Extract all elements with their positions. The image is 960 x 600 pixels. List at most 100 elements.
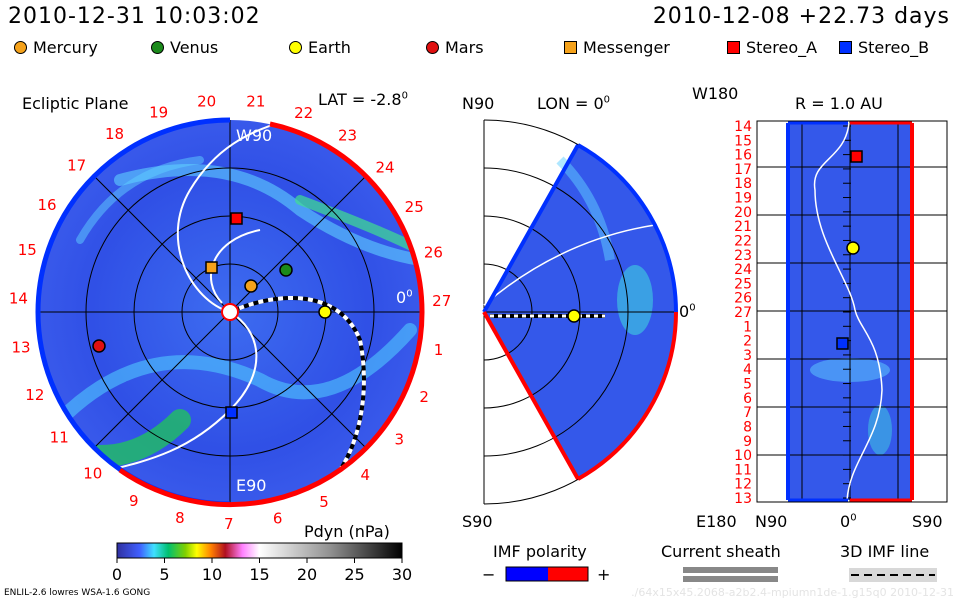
venus-marker — [279, 263, 293, 277]
meridional-right-label: 00 — [679, 302, 696, 321]
latlon-row-label: 10 — [734, 448, 752, 464]
carrington-label: 21 — [246, 93, 265, 111]
latlon-row-label: 9 — [743, 434, 752, 450]
latitude-value: LAT = -2.8 — [318, 90, 402, 109]
latlon-row-label: 20 — [734, 205, 752, 221]
colorbar-tick-label: 20 — [297, 565, 317, 584]
current-sheath-meridional — [483, 224, 656, 306]
latlon-row-label: 17 — [734, 162, 752, 178]
latlon-x-0: 00 — [840, 512, 857, 531]
legend-label: Stereo_A — [746, 38, 818, 57]
density-streams — [38, 156, 422, 467]
meridional-plane-panel — [482, 119, 678, 505]
legend-item-stereo-a: Stereo_A — [727, 38, 817, 57]
carrington-label: 23 — [338, 127, 357, 145]
latlon-row-label: 6 — [743, 391, 752, 407]
imf-polarity-title: IMF polarity — [493, 542, 587, 561]
carrington-label: 3 — [395, 431, 405, 449]
latlon-row-label: 24 — [734, 262, 752, 278]
legend-label: Stereo_B — [858, 38, 930, 57]
carrington-label: 14 — [9, 289, 28, 307]
latlon-row-label: 23 — [734, 248, 752, 264]
lat-zero: 0 — [679, 302, 690, 321]
latitude-readout: LAT = -2.80 — [318, 90, 408, 109]
legend-label: Messenger — [583, 38, 670, 57]
colorbar-tick-label: 15 — [249, 565, 269, 584]
carrington-label: 22 — [294, 104, 313, 122]
carrington-label: 24 — [376, 158, 395, 176]
ecliptic-top-label: W90 — [236, 126, 273, 145]
latlon-row-label: 15 — [734, 133, 752, 149]
carrington-label: 26 — [424, 243, 443, 261]
legend-label: Mercury — [33, 38, 98, 57]
imf-positive-swatch — [548, 567, 588, 581]
mars-circle-icon — [426, 41, 439, 54]
legend-item-mars: Mars — [426, 38, 484, 57]
ecliptic-title: Ecliptic Plane — [22, 94, 129, 113]
imf-line-ecliptic — [229, 295, 366, 472]
longitude-value: LON = 0 — [537, 94, 604, 113]
carrington-label: 7 — [224, 515, 234, 533]
latlon-top-label: W180 — [692, 84, 739, 103]
sun-icon — [221, 303, 239, 321]
imf-line-title: 3D IMF line — [840, 542, 930, 561]
latlon-row-label: 25 — [734, 276, 752, 292]
stereo-a-marker — [230, 212, 243, 225]
longitude-readout: LON = 00 — [537, 94, 610, 113]
meridional-bottom-label: S90 — [462, 512, 493, 531]
model-info: ENLIL-2.6 lowres WSA-1.6 GONG — [4, 588, 151, 598]
latlon-row-label: 5 — [743, 377, 752, 393]
degree-mark: 0 — [401, 90, 408, 102]
legend-item-stereo-b: Stereo_B — [839, 38, 929, 57]
earth-marker-latlon — [846, 241, 860, 255]
carrington-label: 10 — [83, 465, 102, 483]
latlon-panel: 1415161718192021222324252627123456789101… — [734, 119, 948, 507]
venus-circle-icon — [151, 41, 164, 54]
legend-item-mercury: Mercury — [14, 38, 98, 57]
mercury-marker — [244, 279, 258, 293]
carrington-label: 20 — [197, 92, 216, 110]
reference-date: 2010-12-08 +22.73 days — [652, 4, 950, 29]
imf-negative-swatch — [506, 567, 548, 581]
legend-item-venus: Venus — [151, 38, 218, 57]
latlon-row-label: 21 — [734, 219, 752, 235]
latlon-row-label: 4 — [743, 362, 752, 378]
ecliptic-plane-panel: 2122232425262712345678910111213141516171… — [9, 92, 451, 533]
latlon-row-label: 8 — [743, 419, 752, 435]
latlon-row-label: 3 — [743, 348, 752, 364]
latlon-row-label: 14 — [734, 119, 752, 135]
current-sheath-title: Current sheath — [661, 542, 781, 561]
stereo-a-square-icon — [727, 41, 740, 54]
stereo-b-square-icon — [839, 41, 852, 54]
latlon-row-label: 1 — [743, 319, 752, 335]
colorbar-tick-label: 25 — [344, 565, 364, 584]
latlon-x-n90: N90 — [755, 512, 788, 531]
colorbar-tick-label: 0 — [112, 565, 122, 584]
current-sheath-latlon — [813, 122, 883, 501]
ecliptic-right-label: 00 — [396, 288, 413, 307]
carrington-label: 12 — [25, 386, 44, 404]
carrington-label: 18 — [105, 125, 124, 143]
latlon-row-label: 13 — [734, 491, 752, 507]
degree-mark: 0 — [603, 94, 611, 106]
colorbar-ticks: 0 5 10 15 20 25 30 — [112, 558, 412, 584]
carrington-label: 15 — [18, 241, 37, 259]
stereo-b-marker — [225, 406, 238, 419]
latlon-title: R = 1.0 AU — [795, 94, 883, 113]
legend-label: Earth — [308, 38, 351, 57]
earth-circle-icon — [289, 41, 302, 54]
latlon-row-label: 26 — [734, 291, 752, 307]
latlon-row-label: 7 — [743, 405, 752, 421]
carrington-label: 19 — [149, 103, 168, 121]
pdyn-colorbar — [116, 542, 403, 559]
ecliptic-bottom-label: E90 — [236, 476, 267, 495]
carrington-label: 8 — [175, 509, 185, 527]
earth-marker-meridional — [567, 309, 581, 323]
latlon-row-label: 12 — [734, 477, 752, 493]
latlon-row-label: 19 — [734, 191, 752, 207]
meridional-top-label: N90 — [462, 94, 495, 113]
carrington-labels: 2122232425262712345678910111213141516171… — [9, 92, 451, 533]
latlon-row-label: 16 — [734, 148, 752, 164]
messenger-square-icon — [564, 41, 577, 54]
